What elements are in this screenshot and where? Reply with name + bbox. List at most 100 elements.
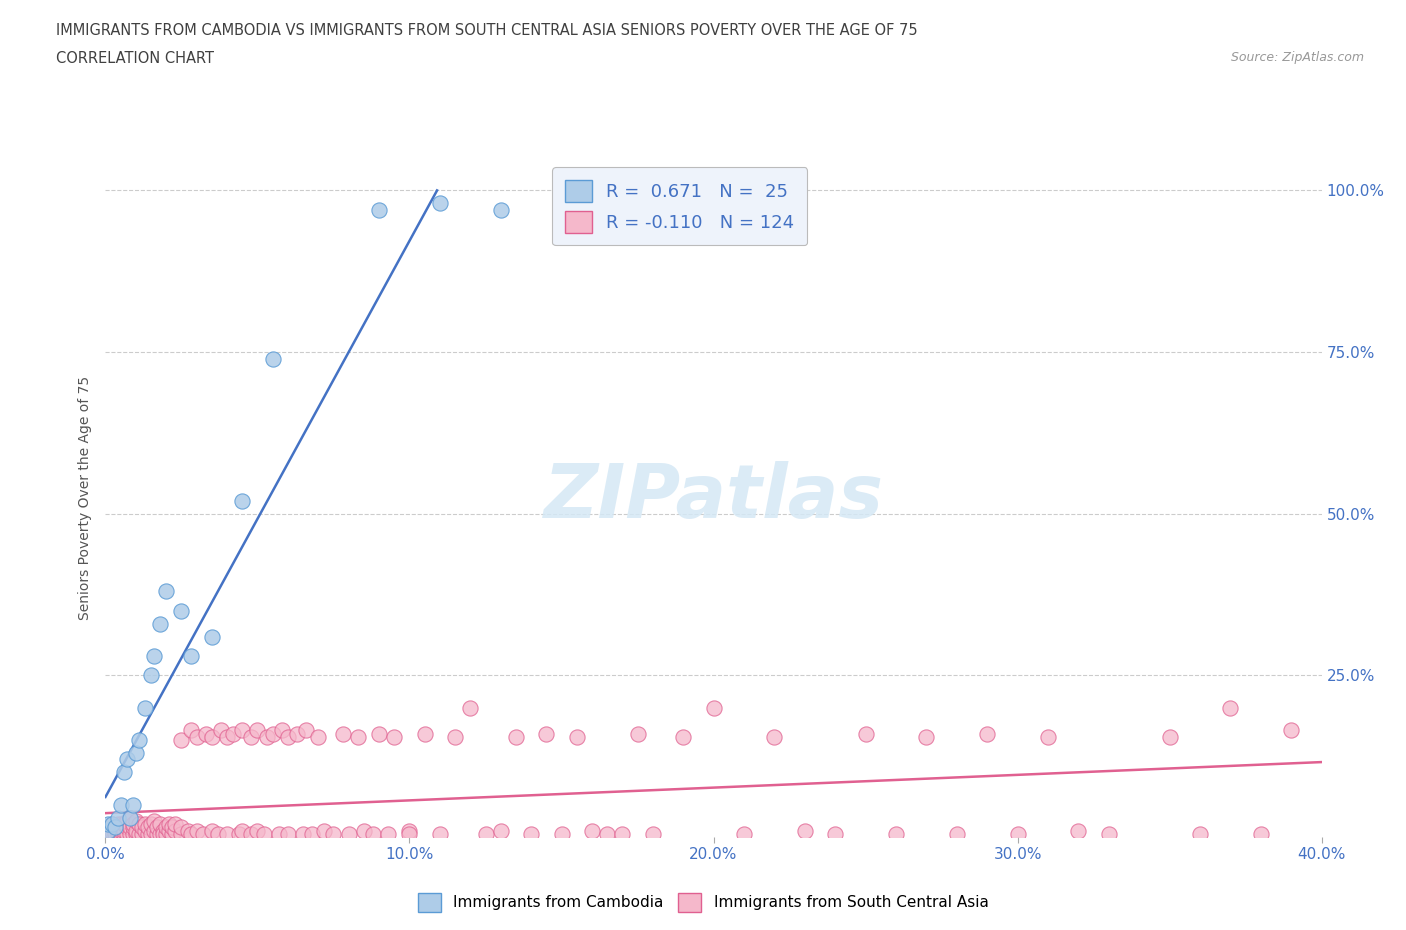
Point xyxy=(107,810,129,825)
Point xyxy=(413,726,436,741)
Point xyxy=(641,827,664,842)
Point xyxy=(489,823,512,838)
Point xyxy=(1159,729,1181,744)
Point xyxy=(186,823,208,838)
Point xyxy=(139,827,162,842)
Point xyxy=(915,729,938,744)
Point xyxy=(505,729,527,744)
Point xyxy=(115,827,138,842)
Point xyxy=(270,723,292,737)
Point xyxy=(231,823,253,838)
Point xyxy=(672,729,695,744)
Point xyxy=(429,196,451,211)
Point xyxy=(125,746,148,761)
Point xyxy=(112,817,135,831)
Point xyxy=(1007,827,1029,842)
Point xyxy=(97,827,120,842)
Point xyxy=(180,723,202,737)
Point xyxy=(110,823,132,838)
Y-axis label: Seniors Poverty Over the Age of 75: Seniors Poverty Over the Age of 75 xyxy=(79,376,93,619)
Point xyxy=(118,827,141,842)
Point xyxy=(398,823,420,838)
Point xyxy=(139,668,162,683)
Point xyxy=(134,700,156,715)
Text: ZIPatlas: ZIPatlas xyxy=(544,461,883,534)
Point xyxy=(121,817,143,831)
Point xyxy=(398,827,420,842)
Point xyxy=(128,733,150,748)
Point xyxy=(131,820,153,835)
Point xyxy=(125,814,148,829)
Point xyxy=(1250,827,1272,842)
Point xyxy=(97,817,120,831)
Point xyxy=(520,827,543,842)
Point xyxy=(231,493,253,508)
Point xyxy=(262,352,284,366)
Point xyxy=(162,827,184,842)
Point xyxy=(115,752,138,767)
Point xyxy=(581,823,603,838)
Point xyxy=(165,823,187,838)
Point xyxy=(100,817,122,831)
Point xyxy=(118,810,141,825)
Point xyxy=(146,820,169,835)
Point xyxy=(107,817,129,831)
Point xyxy=(240,729,263,744)
Point xyxy=(134,823,156,838)
Point xyxy=(121,827,143,842)
Point xyxy=(256,729,278,744)
Text: IMMIGRANTS FROM CAMBODIA VS IMMIGRANTS FROM SOUTH CENTRAL ASIA SENIORS POVERTY O: IMMIGRANTS FROM CAMBODIA VS IMMIGRANTS F… xyxy=(56,23,918,38)
Point xyxy=(146,827,169,842)
Point xyxy=(332,726,354,741)
Point xyxy=(152,823,174,838)
Point xyxy=(118,810,141,825)
Point xyxy=(292,827,315,842)
Point xyxy=(307,729,329,744)
Point xyxy=(565,729,588,744)
Point xyxy=(157,823,180,838)
Text: Source: ZipAtlas.com: Source: ZipAtlas.com xyxy=(1230,51,1364,64)
Point xyxy=(170,820,193,835)
Point xyxy=(217,729,239,744)
Point xyxy=(228,827,250,842)
Point xyxy=(162,820,184,835)
Point xyxy=(125,827,148,842)
Point xyxy=(103,827,125,842)
Point xyxy=(152,827,174,842)
Point xyxy=(1067,823,1090,838)
Point xyxy=(884,827,907,842)
Point xyxy=(361,827,384,842)
Point xyxy=(155,584,177,599)
Point xyxy=(246,723,269,737)
Point xyxy=(143,814,166,829)
Point xyxy=(118,820,141,835)
Point xyxy=(536,726,558,741)
Point xyxy=(176,823,198,838)
Point xyxy=(170,827,193,842)
Point xyxy=(155,820,177,835)
Point xyxy=(110,797,132,812)
Point xyxy=(112,827,135,842)
Point xyxy=(165,817,187,831)
Point xyxy=(368,203,391,218)
Legend: R =  0.671   N =  25, R = -0.110   N = 124: R = 0.671 N = 25, R = -0.110 N = 124 xyxy=(553,167,807,246)
Point xyxy=(110,827,132,842)
Point xyxy=(444,729,467,744)
Point xyxy=(186,729,208,744)
Point xyxy=(295,723,318,737)
Point xyxy=(97,823,120,838)
Point xyxy=(100,824,122,839)
Point xyxy=(550,827,572,842)
Point xyxy=(1098,827,1121,842)
Point xyxy=(1219,700,1241,715)
Point xyxy=(231,723,253,737)
Point xyxy=(702,700,725,715)
Point xyxy=(170,733,193,748)
Point xyxy=(277,827,299,842)
Point xyxy=(201,823,224,838)
Point xyxy=(1279,723,1302,737)
Point xyxy=(346,729,368,744)
Point xyxy=(112,823,135,838)
Point xyxy=(136,820,159,835)
Point xyxy=(222,726,245,741)
